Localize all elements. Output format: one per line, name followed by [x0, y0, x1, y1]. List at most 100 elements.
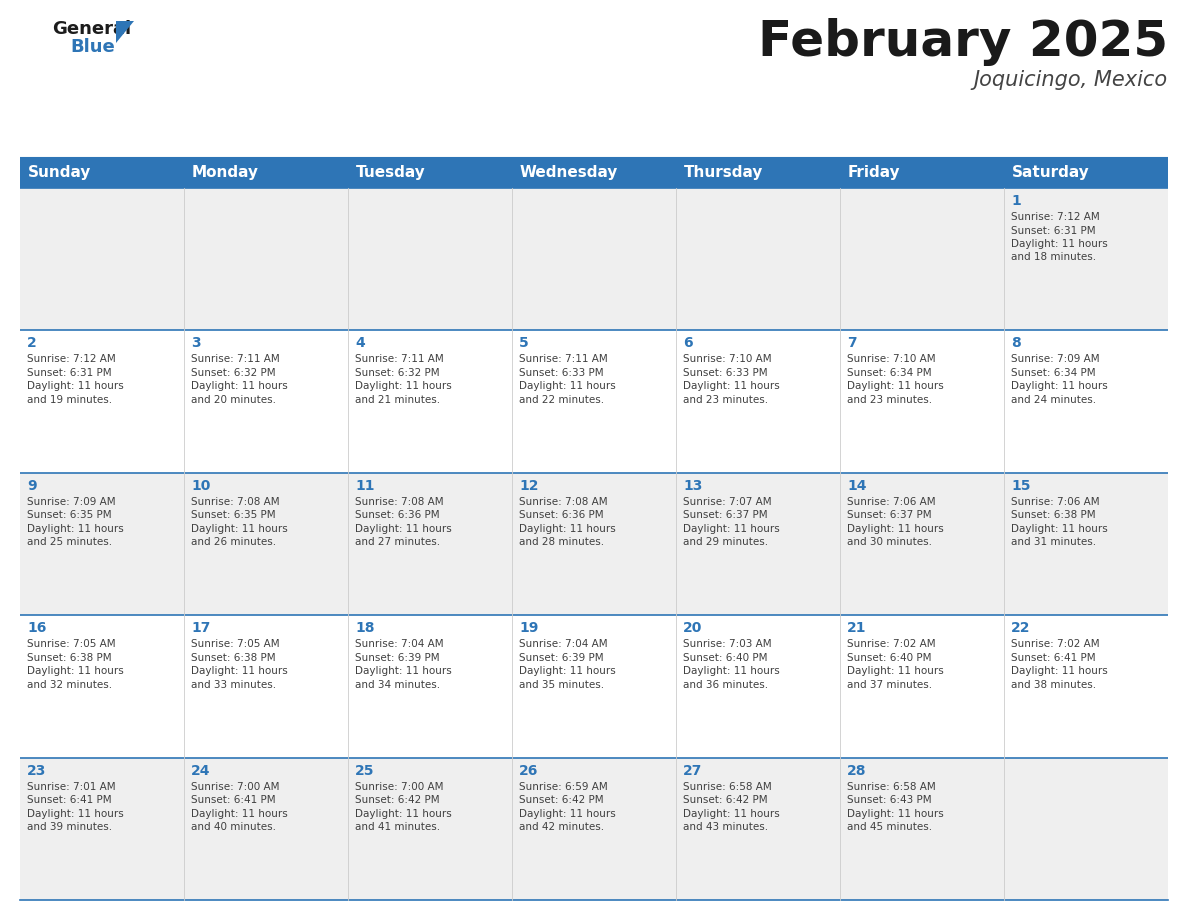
Text: and 34 minutes.: and 34 minutes. [355, 679, 440, 689]
Text: Sunset: 6:35 PM: Sunset: 6:35 PM [191, 510, 276, 521]
Text: 22: 22 [1011, 621, 1030, 635]
Text: and 18 minutes.: and 18 minutes. [1011, 252, 1097, 263]
Bar [1004, 615, 1168, 757]
Bar [184, 757, 348, 900]
Text: Daylight: 11 hours: Daylight: 11 hours [1011, 666, 1107, 677]
Polygon shape [116, 21, 134, 43]
Text: Daylight: 11 hours: Daylight: 11 hours [355, 524, 451, 533]
Bar [184, 330, 348, 473]
Text: and 36 minutes.: and 36 minutes. [683, 679, 769, 689]
Text: Sunrise: 6:58 AM: Sunrise: 6:58 AM [847, 781, 936, 791]
Text: Sunrise: 7:12 AM: Sunrise: 7:12 AM [27, 354, 115, 364]
Text: 27: 27 [683, 764, 702, 778]
Text: and 30 minutes.: and 30 minutes. [847, 537, 933, 547]
Text: 1: 1 [1011, 194, 1020, 208]
Text: Sunset: 6:42 PM: Sunset: 6:42 PM [683, 795, 767, 805]
Text: and 38 minutes.: and 38 minutes. [1011, 679, 1097, 689]
Text: Sunrise: 7:02 AM: Sunrise: 7:02 AM [847, 639, 936, 649]
Text: 8: 8 [1011, 336, 1020, 351]
Bar [1004, 473, 1168, 615]
Bar [840, 330, 1004, 473]
Text: and 25 minutes.: and 25 minutes. [27, 537, 112, 547]
Bar [512, 757, 676, 900]
Text: Sunrise: 7:03 AM: Sunrise: 7:03 AM [683, 639, 772, 649]
Bar [840, 158, 1004, 188]
Text: Sunset: 6:34 PM: Sunset: 6:34 PM [847, 368, 931, 378]
Text: Sunset: 6:41 PM: Sunset: 6:41 PM [27, 795, 112, 805]
Text: General: General [52, 20, 131, 38]
Text: Sunrise: 7:05 AM: Sunrise: 7:05 AM [191, 639, 279, 649]
Text: Sunset: 6:32 PM: Sunset: 6:32 PM [191, 368, 276, 378]
Text: Daylight: 11 hours: Daylight: 11 hours [847, 381, 943, 391]
Text: Sunset: 6:33 PM: Sunset: 6:33 PM [683, 368, 767, 378]
Text: Wednesday: Wednesday [520, 165, 619, 181]
Bar [840, 188, 1004, 330]
Text: Sunset: 6:38 PM: Sunset: 6:38 PM [191, 653, 276, 663]
Text: Sunrise: 7:02 AM: Sunrise: 7:02 AM [1011, 639, 1100, 649]
Text: 19: 19 [519, 621, 538, 635]
Text: 13: 13 [683, 479, 702, 493]
Text: Daylight: 11 hours: Daylight: 11 hours [847, 666, 943, 677]
Text: Sunrise: 7:06 AM: Sunrise: 7:06 AM [847, 497, 936, 507]
Bar [348, 188, 512, 330]
Text: and 40 minutes.: and 40 minutes. [191, 823, 276, 832]
Bar [184, 158, 348, 188]
Bar [348, 158, 512, 188]
Text: 11: 11 [355, 479, 374, 493]
Text: Daylight: 11 hours: Daylight: 11 hours [27, 381, 124, 391]
Text: 20: 20 [683, 621, 702, 635]
Text: and 39 minutes.: and 39 minutes. [27, 823, 112, 832]
Text: Daylight: 11 hours: Daylight: 11 hours [355, 381, 451, 391]
Text: Sunset: 6:42 PM: Sunset: 6:42 PM [519, 795, 604, 805]
Text: Sunrise: 7:10 AM: Sunrise: 7:10 AM [683, 354, 772, 364]
Text: Sunrise: 7:09 AM: Sunrise: 7:09 AM [1011, 354, 1100, 364]
Text: and 22 minutes.: and 22 minutes. [519, 395, 605, 405]
Text: 4: 4 [355, 336, 365, 351]
Text: Sunset: 6:33 PM: Sunset: 6:33 PM [519, 368, 604, 378]
Text: Daylight: 11 hours: Daylight: 11 hours [27, 666, 124, 677]
Bar [512, 330, 676, 473]
Text: Sunset: 6:42 PM: Sunset: 6:42 PM [355, 795, 440, 805]
Text: and 21 minutes.: and 21 minutes. [355, 395, 440, 405]
Bar [840, 473, 1004, 615]
Bar [20, 757, 184, 900]
Text: Sunset: 6:41 PM: Sunset: 6:41 PM [191, 795, 276, 805]
Text: 26: 26 [519, 764, 538, 778]
Text: Daylight: 11 hours: Daylight: 11 hours [519, 381, 615, 391]
Text: 28: 28 [847, 764, 866, 778]
Text: Tuesday: Tuesday [356, 165, 425, 181]
Text: 18: 18 [355, 621, 374, 635]
Text: and 28 minutes.: and 28 minutes. [519, 537, 605, 547]
Text: 10: 10 [191, 479, 210, 493]
Bar [512, 473, 676, 615]
Bar [512, 158, 676, 188]
Text: February 2025: February 2025 [758, 18, 1168, 66]
Text: Sunset: 6:39 PM: Sunset: 6:39 PM [355, 653, 440, 663]
Bar [184, 188, 348, 330]
Text: 6: 6 [683, 336, 693, 351]
Text: Sunrise: 7:06 AM: Sunrise: 7:06 AM [1011, 497, 1100, 507]
Text: Sunrise: 7:11 AM: Sunrise: 7:11 AM [355, 354, 444, 364]
Text: and 24 minutes.: and 24 minutes. [1011, 395, 1097, 405]
Text: Sunrise: 7:08 AM: Sunrise: 7:08 AM [355, 497, 443, 507]
Text: 5: 5 [519, 336, 529, 351]
Text: Sunrise: 7:12 AM: Sunrise: 7:12 AM [1011, 212, 1100, 222]
Text: and 20 minutes.: and 20 minutes. [191, 395, 276, 405]
Text: Blue: Blue [70, 38, 115, 56]
Text: Sunset: 6:39 PM: Sunset: 6:39 PM [519, 653, 604, 663]
Text: Daylight: 11 hours: Daylight: 11 hours [683, 666, 779, 677]
Text: and 29 minutes.: and 29 minutes. [683, 537, 769, 547]
Text: Daylight: 11 hours: Daylight: 11 hours [519, 524, 615, 533]
Text: Daylight: 11 hours: Daylight: 11 hours [191, 666, 287, 677]
Bar [1004, 757, 1168, 900]
Text: Sunrise: 7:10 AM: Sunrise: 7:10 AM [847, 354, 936, 364]
Bar [20, 158, 184, 188]
Text: Daylight: 11 hours: Daylight: 11 hours [683, 809, 779, 819]
Text: 7: 7 [847, 336, 857, 351]
Text: and 23 minutes.: and 23 minutes. [683, 395, 769, 405]
Text: Daylight: 11 hours: Daylight: 11 hours [683, 381, 779, 391]
Bar [348, 330, 512, 473]
Text: Monday: Monday [192, 165, 259, 181]
Bar [676, 615, 840, 757]
Bar [184, 473, 348, 615]
